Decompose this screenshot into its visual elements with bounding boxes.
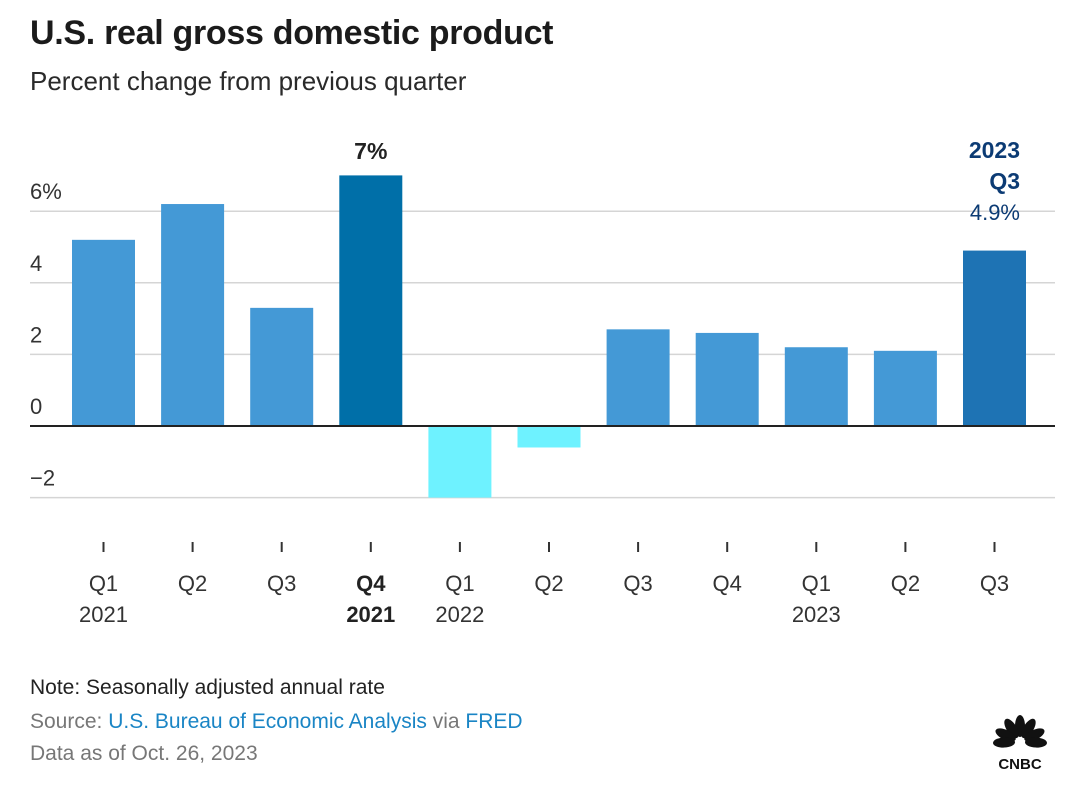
logo-text: CNBC xyxy=(998,756,1041,772)
x-tick-label: Q1 xyxy=(802,571,831,596)
latest-year-label: 2023 xyxy=(969,137,1020,163)
source-via: via xyxy=(426,710,466,733)
source-bea-link[interactable]: U.S. Bureau of Economic Analysis xyxy=(108,710,427,733)
chart-title: U.S. real gross domestic product xyxy=(30,14,554,52)
bar xyxy=(963,250,1026,426)
x-tick-label: Q4 xyxy=(356,571,386,596)
x-tick-label: Q1 xyxy=(445,571,474,596)
bars xyxy=(72,175,1026,498)
bar xyxy=(606,329,670,426)
x-tick-label: Q2 xyxy=(534,571,563,596)
x-year-label: 2021 xyxy=(79,602,128,627)
x-tick-label: Q1 xyxy=(89,571,118,596)
x-tick-label: Q3 xyxy=(267,571,296,596)
y-tick-label: 0 xyxy=(30,394,42,419)
y-tick-label: 2 xyxy=(30,322,42,347)
bar xyxy=(873,350,937,426)
x-year-label: 2023 xyxy=(792,602,841,627)
x-tick-label: Q3 xyxy=(980,571,1009,596)
bar xyxy=(72,239,135,426)
bar xyxy=(428,426,492,498)
latest-quarter-label: Q3 xyxy=(989,168,1020,194)
x-tick-label: Q4 xyxy=(713,571,742,596)
x-tick-label: Q2 xyxy=(891,571,920,596)
bar xyxy=(339,175,403,426)
bar xyxy=(517,426,581,448)
chart-subtitle: Percent change from previous quarter xyxy=(30,66,467,96)
x-tick-label: Q3 xyxy=(623,571,652,596)
bar xyxy=(250,307,314,426)
source-prefix: Source: xyxy=(30,710,109,733)
chart-note: Note: Seasonally adjusted annual rate xyxy=(30,676,385,699)
x-tick-label: Q2 xyxy=(178,571,207,596)
labels: 6% 4 2 0 −2 Q1 2021 Q2 Q3 Q4 2021 Q1 2022 Q2 Q3 Q4 Q1 202… xyxy=(30,137,1020,627)
x-year-label: 2022 xyxy=(435,602,484,627)
y-tick-label: 6% xyxy=(30,179,62,204)
chart-source: Source: U.S. Bureau of Economic Analysis… xyxy=(30,710,523,734)
peak-value-label: 7% xyxy=(354,138,387,164)
latest-value-label: 4.9% xyxy=(970,200,1020,225)
source-fred-link[interactable]: FRED xyxy=(465,710,523,733)
y-tick-label: −2 xyxy=(30,466,55,491)
x-year-label: 2021 xyxy=(346,602,395,627)
bar xyxy=(784,347,848,426)
bar xyxy=(695,332,759,426)
cnbc-peacock-logo: CNBC xyxy=(993,715,1047,772)
bar xyxy=(161,204,225,426)
data-as-of: Data as of Oct. 26, 2023 xyxy=(30,742,258,765)
axes xyxy=(30,425,1055,552)
y-tick-label: 4 xyxy=(30,251,42,276)
